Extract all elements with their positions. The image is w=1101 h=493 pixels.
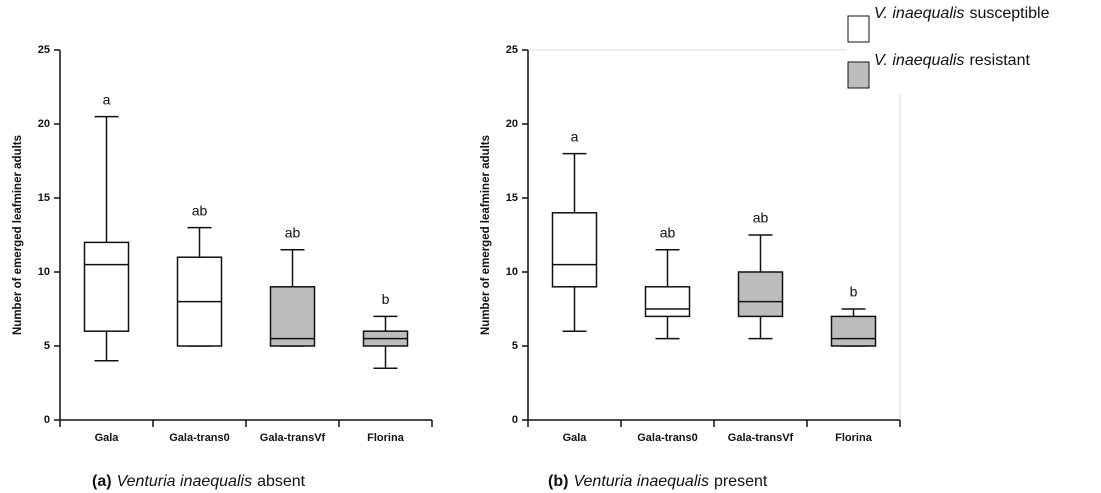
caption: (a) Venturia inaequalis absent <box>92 473 306 490</box>
x-tick-label: Florina <box>835 432 873 444</box>
x-tick-label: Gala <box>563 432 588 444</box>
x-tick-label: Gala-transVf <box>728 432 794 444</box>
y-tick-label: 20 <box>38 118 50 130</box>
caption-tag: (b) <box>548 473 568 490</box>
legend-entry: V. inaequalis susceptible <box>874 5 1050 22</box>
box <box>830 315 877 347</box>
legend-entry: V. inaequalis resistant <box>874 52 1030 69</box>
y-tick-label: 25 <box>506 44 518 56</box>
caption-species: Venturia inaequalis <box>573 473 709 490</box>
y-tick-label: 20 <box>506 118 518 130</box>
caption-text: absent <box>257 473 306 490</box>
legend-swatch <box>847 61 870 89</box>
significance-letter: ab <box>285 225 301 241</box>
legend-swatch <box>847 15 870 43</box>
y-tick-label: 25 <box>38 44 50 56</box>
significance-letter: a <box>103 91 111 107</box>
significance-letter: ab <box>192 202 208 218</box>
legend-background <box>846 0 1101 94</box>
legend-species: V. inaequalis <box>874 52 964 69</box>
significance-letter: ab <box>660 225 676 241</box>
box <box>551 212 598 288</box>
x-tick-label: Gala-trans0 <box>637 432 698 444</box>
box <box>644 286 691 318</box>
x-tick-label: Gala-trans0 <box>169 432 230 444</box>
box <box>737 271 784 318</box>
y-axis-label: Number of emerged leafminer adults <box>12 135 24 335</box>
caption-text: present <box>714 473 768 490</box>
legend-species: V. inaequalis <box>874 5 964 22</box>
box <box>269 286 316 347</box>
significance-letter: a <box>571 128 579 144</box>
x-tick-label: Florina <box>367 432 405 444</box>
y-tick-label: 5 <box>512 340 518 352</box>
y-tick-label: 15 <box>506 192 518 204</box>
y-tick-label: 0 <box>44 414 50 426</box>
significance-letter: b <box>850 284 858 300</box>
box <box>83 241 130 332</box>
x-tick-label: Gala-transVf <box>260 432 326 444</box>
y-tick-label: 0 <box>512 414 518 426</box>
x-tick-label: Gala <box>95 432 120 444</box>
caption-species: Venturia inaequalis <box>117 473 253 490</box>
legend-text: susceptible <box>969 5 1049 22</box>
caption: (b) Venturia inaequalis present <box>548 473 768 490</box>
significance-letter: b <box>382 291 390 307</box>
y-tick-label: 10 <box>38 266 50 278</box>
legend-text: resistant <box>969 52 1030 69</box>
y-tick-label: 10 <box>506 266 518 278</box>
significance-letter: ab <box>753 210 769 226</box>
y-axis-label: Number of emerged leafminer adults <box>480 135 492 335</box>
caption-tag: (a) <box>92 473 112 490</box>
y-tick-label: 5 <box>44 340 50 352</box>
y-tick-label: 15 <box>38 192 50 204</box>
